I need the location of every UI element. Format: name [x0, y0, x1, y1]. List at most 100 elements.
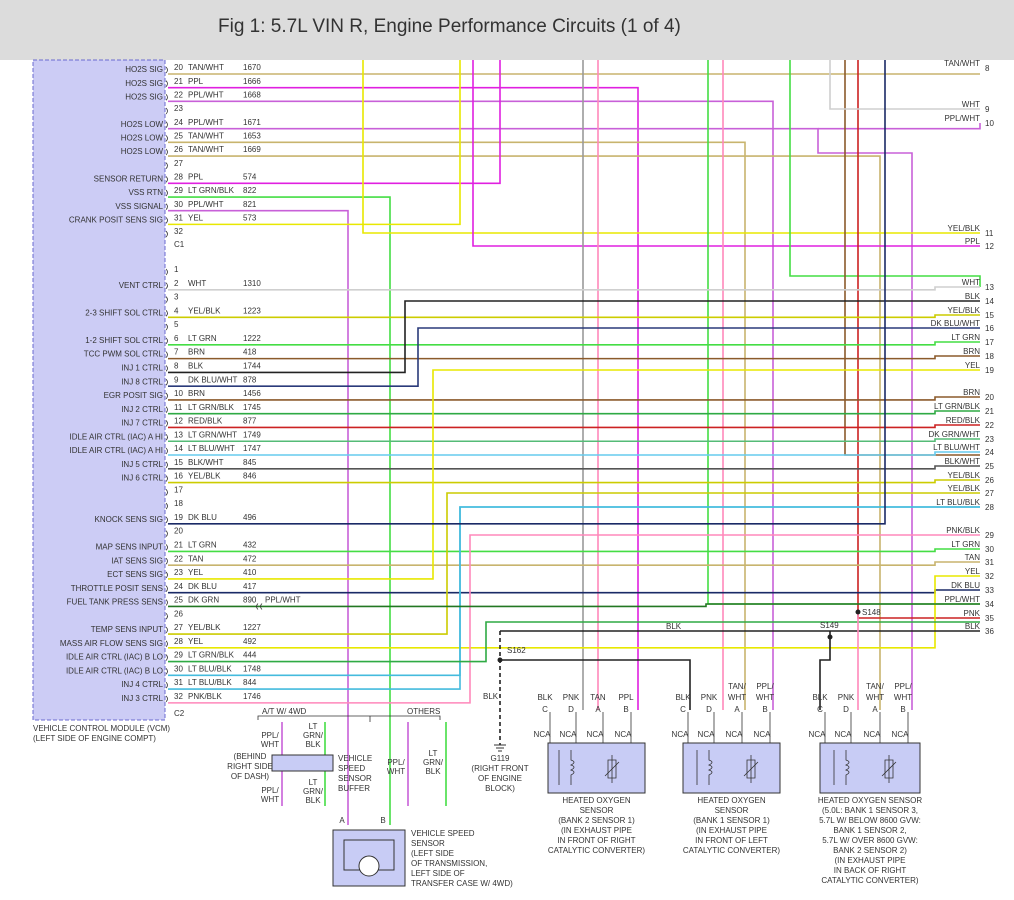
splice-label: S162 — [507, 646, 526, 655]
nca-label: NCA — [726, 730, 744, 739]
wire — [168, 561, 980, 566]
right-wire-label: LT GRN/BLK — [934, 402, 981, 411]
pin-number: 6 — [174, 334, 179, 343]
right-pin: 30 — [985, 545, 994, 554]
pin-function: EGR POSIT SIG — [104, 391, 163, 400]
circuit-number: 877 — [243, 417, 257, 426]
pin-number: 30 — [174, 664, 183, 673]
pin-function: HO2S SIG — [125, 65, 163, 74]
sensor-pin-letter: A — [734, 705, 740, 714]
pin-number: 31 — [174, 678, 183, 687]
pin-number: 28 — [174, 637, 183, 646]
sensing-element — [743, 755, 759, 783]
pin-function: INJ 1 CTRL — [121, 363, 163, 372]
pin-number: 26 — [174, 609, 183, 618]
bus-label: BLK — [666, 622, 682, 631]
right-wire-label: LT GRN — [951, 540, 980, 549]
pin-number: 21 — [174, 541, 183, 550]
pin-function: HO2S LOW — [121, 147, 164, 156]
sensor-wire-color: BLK — [675, 693, 691, 702]
right-wire-label: BLK/WHT — [944, 457, 980, 466]
wire — [168, 575, 980, 649]
sensing-element — [604, 755, 620, 783]
sensor-box — [819, 742, 921, 794]
connector-mark — [165, 557, 168, 565]
wire-color: LT GRN — [188, 541, 217, 550]
wire-color: YEL/BLK — [188, 472, 221, 481]
right-pin: 8 — [985, 64, 990, 73]
right-wire-label: YEL — [965, 361, 981, 370]
circuit-number: 1748 — [243, 664, 261, 673]
sensor-description: BANK 1 SENSOR 2, — [833, 826, 906, 835]
wire-color: TAN/WHT — [188, 145, 224, 154]
buffer-location: (BEHIND — [234, 752, 267, 761]
sensor-wire-color: TAN/ — [866, 682, 884, 691]
right-pin: 28 — [985, 503, 994, 512]
vss-description: SENSOR — [411, 839, 445, 848]
connector-mark — [165, 230, 168, 238]
connector-mark — [165, 268, 168, 276]
pin-number: 14 — [174, 444, 183, 453]
circuit-number: 432 — [243, 541, 257, 550]
sensor-pin-letter: A — [595, 705, 601, 714]
pin-function: INJ 3 CTRL — [121, 694, 163, 703]
pin-number: 21 — [174, 77, 183, 86]
vss-wire-color: BLK — [305, 740, 321, 749]
connector-mark — [165, 420, 168, 427]
nca-label: NCA — [560, 730, 578, 739]
connector-mark — [165, 121, 168, 128]
right-wire-label: PPL — [965, 237, 981, 246]
circuit-number: 417 — [243, 582, 257, 591]
pin-function: TEMP SENS INPUT — [91, 625, 163, 634]
vss-wire-color: PPL/ — [387, 758, 405, 767]
wire — [168, 621, 980, 663]
connector-mark — [165, 135, 168, 142]
circuit-number: 444 — [243, 651, 257, 660]
pin-function: 1-2 SHIFT SOL CTRL — [85, 336, 163, 345]
wire-color: TAN/WHT — [188, 63, 224, 72]
wire — [168, 506, 980, 690]
connector-mark — [165, 475, 168, 482]
wire-color: TAN/WHT — [188, 131, 224, 140]
circuit-number: 472 — [243, 554, 257, 563]
connector-mark — [165, 337, 168, 345]
wire-color: YEL/BLK — [188, 306, 221, 315]
sensor-pin-letter: D — [843, 705, 849, 714]
sensor-description: CATALYTIC CONVERTER) — [548, 846, 646, 855]
wire — [168, 369, 980, 580]
wire-color: RED/BLK — [188, 417, 223, 426]
vss-wire-color: GRN/ — [303, 787, 324, 796]
right-wire-label: BRN — [963, 388, 980, 397]
right-pin: 14 — [985, 297, 994, 306]
pin-number: 23 — [174, 568, 183, 577]
pin-function: CRANK POSIT SENS SIG — [69, 215, 163, 224]
sensor-pin-letter: C — [817, 705, 823, 714]
pin-function: IDLE AIR CTRL (IAC) B LO — [66, 666, 163, 675]
right-pin: 13 — [985, 283, 994, 292]
sensor-wire-color: PPL/ — [756, 682, 774, 691]
nca-label: NCA — [835, 730, 853, 739]
connector-mark — [165, 148, 168, 156]
right-wire-label: DK BLU — [951, 581, 980, 590]
pin-number: 26 — [174, 145, 183, 154]
pin-function: VSS SIGNAL — [115, 202, 163, 211]
sensor-wire-color: PPL/ — [894, 682, 912, 691]
pin-number: 31 — [174, 213, 183, 222]
wire — [168, 60, 461, 226]
connector-mark — [165, 544, 168, 551]
pin-number: 27 — [174, 159, 183, 168]
pin-number: 19 — [174, 513, 183, 522]
right-pin: 25 — [985, 462, 994, 471]
wire-color: PNK/BLK — [188, 692, 222, 701]
connector-mark — [165, 282, 168, 290]
circuit-number: 492 — [243, 637, 257, 646]
nca-label: NCA — [534, 730, 552, 739]
buffer-box — [271, 754, 334, 772]
pin-function: INJ 2 CTRL — [121, 405, 163, 414]
pin-function: IDLE AIR CTRL (IAC) A HI — [69, 432, 163, 441]
right-pin: 31 — [985, 558, 994, 567]
pin-number: 22 — [174, 90, 183, 99]
pin-number: 16 — [174, 472, 183, 481]
circuit-number: 496 — [243, 513, 257, 522]
